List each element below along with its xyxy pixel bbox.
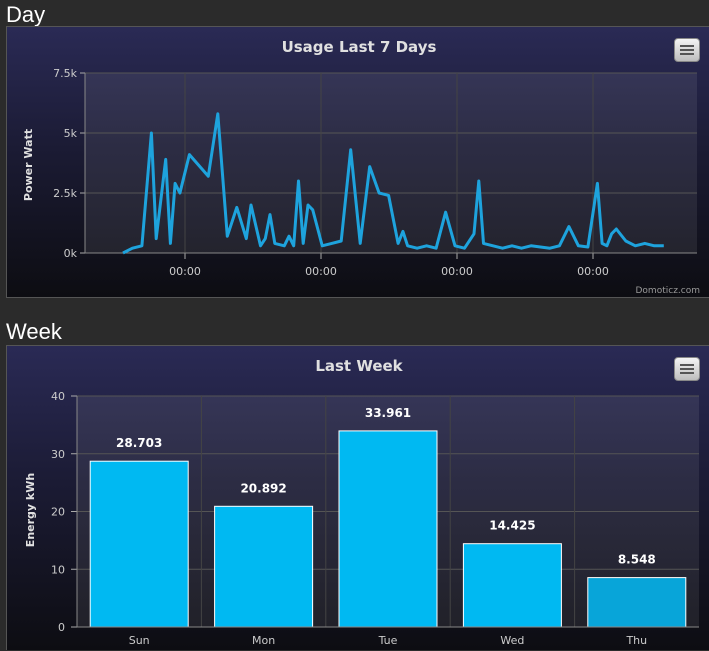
y-tick-label: 2.5k (53, 187, 77, 200)
bar-value-label: 20.892 (240, 481, 286, 495)
chart-menu-button[interactable] (674, 357, 700, 381)
chart-title: Last Week (315, 357, 403, 375)
y-axis-title: Power Watt (22, 129, 35, 201)
x-tick-label: 00:00 (441, 265, 473, 278)
x-tick-label: Wed (500, 634, 524, 647)
x-tick-label: Tue (378, 634, 398, 647)
bar-value-label: 8.548 (618, 553, 656, 567)
credit-label[interactable]: Domoticz.com (636, 286, 701, 296)
week-chart-panel: Last Week Energy kWh 0 10 20 30 40 28.703 Sun 2… (6, 345, 709, 650)
x-tick-label: 00:00 (577, 265, 609, 278)
week-energy-chart: Last Week Energy kWh 0 10 20 30 40 28.703 Sun 2… (24, 357, 699, 647)
y-tick-label: 7.5k (53, 67, 77, 80)
day-chart-panel: Usage Last 7 Days Power Watt Domoticz.co… (6, 26, 709, 298)
plot-area (85, 73, 697, 253)
y-tick-label: 10 (51, 563, 65, 576)
section-title-week: Week (6, 319, 62, 344)
bar-tue[interactable] (338, 430, 438, 628)
y-tick-label: 0k (64, 247, 78, 260)
series-line (122, 112, 664, 255)
bar-sun[interactable] (89, 460, 189, 628)
chart-menu-button[interactable] (674, 38, 700, 62)
bar-thu[interactable] (587, 577, 687, 628)
bar-value-label: 33.961 (365, 406, 411, 420)
y-tick-label: 0 (58, 621, 65, 634)
y-tick-label: 40 (51, 390, 65, 403)
x-tick-label: 00:00 (305, 265, 337, 278)
bar-value-label: 28.703 (116, 436, 162, 450)
y-tick-label: 5k (64, 127, 78, 140)
x-tick-label: 00:00 (169, 265, 201, 278)
x-tick-label: Sun (129, 634, 150, 647)
bar-mon[interactable] (214, 505, 314, 628)
day-usage-chart: Usage Last 7 Days Power Watt Domoticz.co… (22, 38, 701, 296)
x-tick-label: Thu (625, 634, 647, 647)
bar-value-label: 14.425 (489, 519, 535, 533)
section-title-day: Day (6, 2, 46, 27)
x-tick-label: Mon (252, 634, 275, 647)
y-tick-label: 30 (51, 448, 65, 461)
y-axis-title: Energy kWh (24, 473, 37, 547)
y-tick-label: 20 (51, 506, 65, 519)
chart-title: Usage Last 7 Days (282, 38, 437, 56)
bar-wed[interactable] (462, 543, 562, 628)
